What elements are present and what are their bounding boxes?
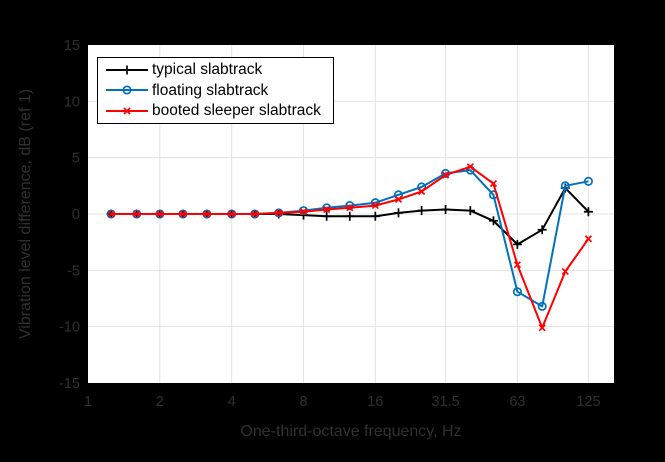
marker-floating-slabtrack — [583, 176, 593, 186]
marker-booted-sleeper-slabtrack — [133, 210, 141, 218]
x-tick-label: 16 — [367, 394, 383, 410]
marker-booted-sleeper-slabtrack — [584, 235, 593, 243]
marker-typical-slabtrack — [393, 208, 403, 218]
marker-booted-sleeper-slabtrack — [561, 267, 569, 276]
marker-booted-sleeper-slabtrack — [394, 195, 403, 203]
marker-typical-slabtrack — [441, 204, 451, 214]
legend-sample-typical-slabtrack — [106, 65, 148, 75]
marker-floating-slabtrack — [512, 287, 522, 297]
marker-typical-slabtrack — [537, 225, 547, 235]
x-tick-label: 2 — [156, 394, 164, 410]
x-axis-label: One-third-octave frequency, Hz — [240, 423, 461, 440]
x-tick-label: 125 — [576, 394, 600, 410]
x-tick-label: 1 — [84, 394, 92, 410]
x-tick-label: 8 — [299, 394, 307, 410]
marker-booted-sleeper-slabtrack — [203, 210, 211, 218]
legend-marker-floating-slabtrack — [122, 85, 132, 96]
marker-booted-sleeper-slabtrack — [489, 179, 498, 188]
legend-entry-typical-slabtrack: typical slabtrack — [105, 60, 329, 80]
y-tick-label: 0 — [72, 207, 80, 223]
marker-booted-sleeper-slabtrack — [179, 210, 187, 218]
marker-floating-slabtrack — [537, 301, 547, 311]
marker-typical-slabtrack — [417, 206, 427, 216]
y-tick-label: 10 — [64, 94, 80, 110]
marker-booted-sleeper-slabtrack — [107, 210, 115, 218]
marker-booted-sleeper-slabtrack — [228, 210, 236, 218]
marker-booted-sleeper-slabtrack — [466, 163, 474, 171]
y-tick-label: 5 — [72, 151, 80, 167]
x-tick-label: 31.5 — [431, 394, 459, 410]
legend-marker-booted-sleeper-slabtrack — [123, 107, 131, 115]
marker-booted-sleeper-slabtrack — [299, 208, 308, 216]
x-tick-label: 63 — [509, 394, 525, 410]
marker-typical-slabtrack — [465, 206, 475, 216]
marker-booted-sleeper-slabtrack — [513, 261, 522, 269]
marker-booted-sleeper-slabtrack — [418, 187, 426, 196]
marker-booted-sleeper-slabtrack — [441, 171, 450, 179]
marker-booted-sleeper-slabtrack — [156, 210, 164, 218]
y-tick-label: -5 — [67, 263, 80, 279]
marker-typical-slabtrack — [512, 239, 522, 249]
legend-entry-booted-sleeper-slabtrack: booted sleeper slabtrack — [105, 101, 329, 121]
legend-entry-floating-slabtrack: floating slabtrack — [105, 80, 329, 100]
marker-floating-slabtrack — [560, 181, 570, 191]
marker-floating-slabtrack — [322, 203, 332, 213]
chart-legend: typical slabtrack floating slabtrack boote… — [97, 57, 334, 124]
marker-booted-sleeper-slabtrack — [323, 205, 331, 214]
legend-marker-typical-slabtrack — [122, 65, 132, 75]
legend-label-typical-slabtrack: typical slabtrack — [152, 61, 263, 79]
marker-booted-sleeper-slabtrack — [346, 204, 354, 212]
marker-typical-slabtrack — [370, 211, 380, 221]
y-axis-label: Vibration level difference, dB (ref 1) — [17, 89, 34, 339]
legend-sample-floating-slabtrack — [106, 85, 148, 96]
marker-booted-sleeper-slabtrack — [275, 209, 283, 217]
marker-typical-slabtrack — [583, 207, 593, 217]
marker-floating-slabtrack — [345, 201, 355, 211]
x-tick-label: 4 — [228, 394, 236, 410]
marker-typical-slabtrack — [322, 211, 332, 221]
y-tick-label: -10 — [59, 320, 80, 336]
y-tick-label: 15 — [64, 38, 80, 54]
marker-booted-sleeper-slabtrack — [251, 210, 259, 218]
marker-typical-slabtrack — [345, 211, 355, 221]
marker-booted-sleeper-slabtrack — [538, 324, 546, 332]
marker-typical-slabtrack — [488, 216, 498, 226]
y-tick-label: -15 — [59, 376, 80, 392]
legend-label-booted-sleeper-slabtrack: booted sleeper slabtrack — [152, 102, 321, 120]
legend-label-floating-slabtrack: floating slabtrack — [152, 81, 269, 99]
marker-booted-sleeper-slabtrack — [371, 201, 379, 210]
legend-sample-booted-sleeper-slabtrack — [106, 107, 148, 115]
